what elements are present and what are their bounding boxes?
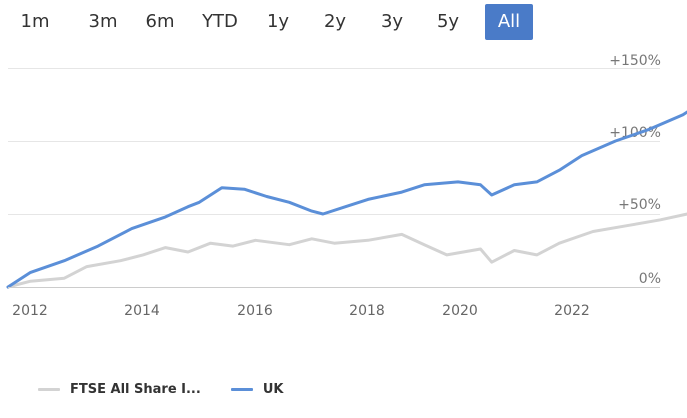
chart-legend: FTSE All Share I... UK	[38, 382, 313, 397]
range-button-3y[interactable]: 3y	[380, 11, 404, 32]
range-button-ytd[interactable]: YTD	[202, 11, 238, 32]
series-line-ftse	[6, 212, 687, 289]
series-lines	[6, 110, 687, 289]
y-axis-ticks: 0%+50%+100%+150%	[609, 53, 661, 287]
legend-label-uk: UK	[262, 382, 284, 397]
x-tick-label: 2020	[442, 303, 478, 319]
range-button-all[interactable]: All	[485, 4, 533, 40]
y-tick-label: 0%	[639, 271, 661, 287]
x-tick-label: 2012	[12, 303, 48, 319]
x-tick-label: 2018	[349, 303, 385, 319]
series-line-uk	[6, 110, 687, 289]
legend-label-ftse: FTSE All Share I...	[70, 382, 201, 397]
legend-swatch-ftse	[38, 388, 60, 391]
range-button-2y[interactable]: 2y	[323, 11, 347, 32]
x-tick-label: 2014	[124, 303, 160, 319]
legend-item-ftse[interactable]: FTSE All Share I...	[38, 382, 201, 397]
range-button-1m[interactable]: 1m	[20, 11, 50, 32]
range-button-6m[interactable]: 6m	[145, 11, 175, 32]
range-button-3m[interactable]: 3m	[88, 11, 118, 32]
x-tick-label: 2022	[554, 303, 590, 319]
range-button-5y[interactable]: 5y	[436, 11, 460, 32]
range-button-1y[interactable]: 1y	[266, 11, 290, 32]
y-tick-label: +150%	[609, 53, 661, 69]
x-axis-ticks: 2012 2014 2016 2018 2020 2022	[12, 303, 590, 319]
y-tick-label: +50%	[618, 197, 661, 213]
grid-lines	[8, 68, 660, 215]
legend-swatch-uk	[230, 388, 253, 391]
x-tick-label: 2016	[237, 303, 273, 319]
legend-item-uk[interactable]: UK	[230, 382, 284, 397]
